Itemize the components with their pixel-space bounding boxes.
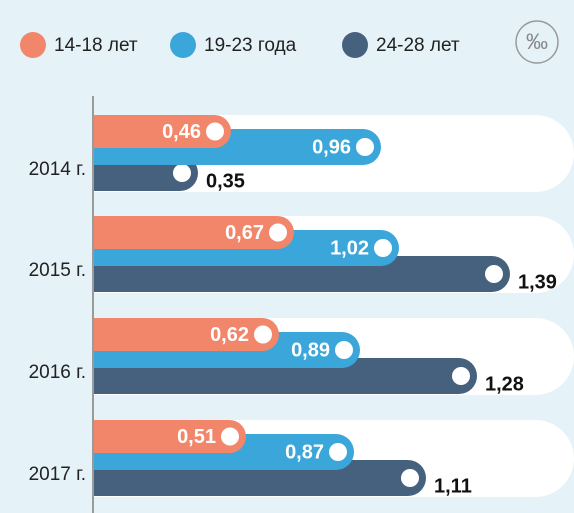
y-tick-label: 2016 г. <box>29 362 86 383</box>
y-tick-label: 2015 г. <box>29 260 86 281</box>
value-label: 1,02 <box>330 237 369 259</box>
bar-dot <box>206 122 224 141</box>
bar-dot <box>329 443 347 461</box>
legend-label: 19-23 года <box>204 35 297 56</box>
bar-dot <box>485 265 503 283</box>
bar <box>93 420 246 453</box>
bar-dot <box>173 164 191 182</box>
y-tick-label: 2017 г. <box>29 464 86 485</box>
value-label: 0,51 <box>177 426 216 448</box>
bar-dot <box>374 239 392 257</box>
value-label: 1,39 <box>518 271 557 293</box>
bar <box>93 115 231 148</box>
value-label: 0,46 <box>162 121 201 143</box>
value-label: 0,89 <box>291 339 330 361</box>
bar <box>93 216 294 249</box>
value-label: 0,35 <box>206 170 245 192</box>
value-label: 1,28 <box>485 373 524 395</box>
value-label: 0,67 <box>225 222 264 244</box>
bar-dot <box>254 325 272 344</box>
y-tick-label: 2014 г. <box>29 159 86 180</box>
bar <box>93 318 280 351</box>
value-label: 0,96 <box>312 136 351 158</box>
unit-label: ‰ <box>526 29 548 54</box>
value-label: 0,87 <box>285 441 324 463</box>
bar-dot <box>356 138 374 156</box>
value-label: 1,11 <box>434 475 472 497</box>
bar-dot <box>335 341 353 359</box>
bar-dot <box>401 469 419 487</box>
legend-label: 24-28 лет <box>376 35 460 56</box>
bar-dot <box>221 427 239 446</box>
legend-swatch <box>170 32 196 58</box>
unit-icon <box>515 20 559 64</box>
bar-dot <box>452 367 470 385</box>
legend-label: 14-18 лет <box>54 35 138 56</box>
bar-dot <box>269 223 287 242</box>
value-label: 0,62 <box>210 324 249 346</box>
legend-swatch <box>20 32 46 58</box>
legend-swatch <box>342 32 368 58</box>
